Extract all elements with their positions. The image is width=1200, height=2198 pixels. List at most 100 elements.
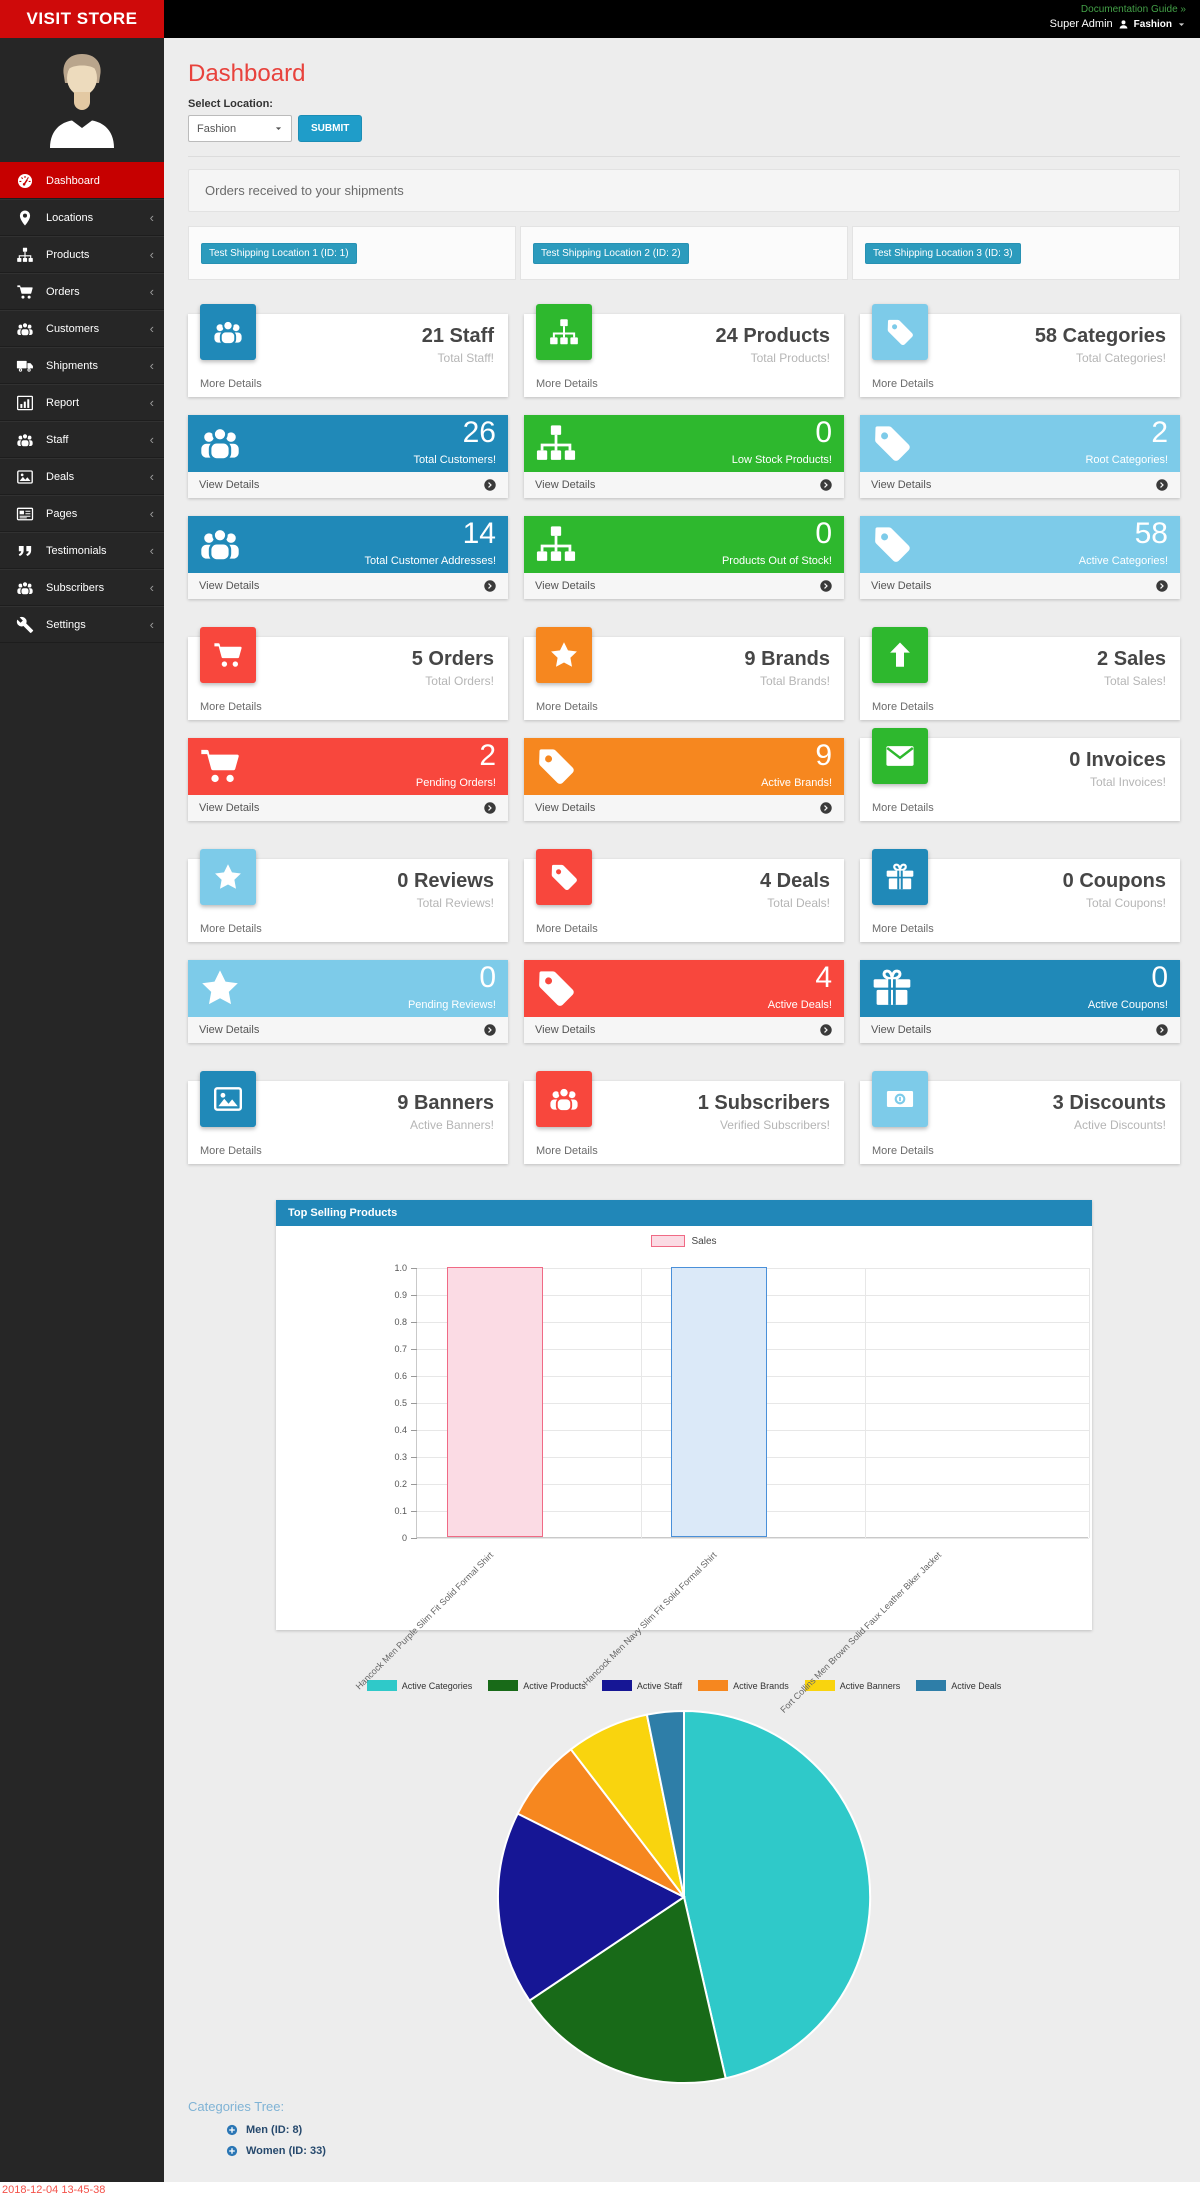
circle-arrow-icon[interactable] bbox=[483, 1023, 497, 1037]
more-details-link[interactable]: More Details bbox=[872, 802, 934, 814]
pie-chart bbox=[496, 1709, 872, 2085]
pie-slice-active-staff[interactable] bbox=[496, 1812, 686, 2002]
submit-button[interactable]: SUBMIT bbox=[298, 115, 363, 142]
tile-subtitle: Total Reviews! bbox=[416, 896, 494, 910]
more-details-link[interactable]: More Details bbox=[872, 923, 934, 935]
y-tick-label: 0.9 bbox=[394, 1290, 407, 1300]
sidebar-item-staff[interactable]: Staff ‹ bbox=[0, 421, 164, 458]
store-selector[interactable]: Fashion bbox=[1133, 18, 1172, 30]
sidebar-item-testimonials[interactable]: Testimonials ‹ bbox=[0, 532, 164, 569]
more-details-link[interactable]: More Details bbox=[872, 378, 934, 390]
circle-arrow-icon[interactable] bbox=[819, 478, 833, 492]
tile-low-stock-products: 0 Low Stock Products! View Details bbox=[524, 415, 844, 498]
select-location-label: Select Location: bbox=[188, 98, 273, 110]
bar-hancock-men-purple-slim-fit-solid-formal-shirt[interactable] bbox=[447, 1267, 543, 1537]
plus-circle-icon[interactable] bbox=[226, 2145, 238, 2157]
sidebar-item-deals[interactable]: Deals ‹ bbox=[0, 458, 164, 495]
sidebar-item-label: Pages bbox=[46, 507, 78, 520]
view-details-link[interactable]: View Details bbox=[199, 479, 260, 491]
pie-legend-item-active-banners[interactable]: Active Banners bbox=[804, 1680, 900, 1691]
view-details-link[interactable]: View Details bbox=[535, 802, 596, 814]
pie-slice-active-deals[interactable] bbox=[645, 1709, 685, 1898]
view-details-link[interactable]: View Details bbox=[535, 479, 596, 491]
documentation-link[interactable]: Documentation Guide » bbox=[1080, 4, 1186, 15]
sidebar-item-settings[interactable]: Settings ‹ bbox=[0, 606, 164, 643]
shipping-location-button-1[interactable]: Test Shipping Location 1 (ID: 1) bbox=[201, 242, 357, 264]
more-details-link[interactable]: More Details bbox=[536, 378, 598, 390]
tile-subtitle: Active Banners! bbox=[409, 1118, 494, 1132]
bar-hancock-men-navy-slim-fit-solid-formal-shirt[interactable] bbox=[671, 1267, 767, 1537]
dashboard-icon bbox=[16, 172, 34, 190]
more-details-link[interactable]: More Details bbox=[872, 1145, 934, 1157]
more-details-link[interactable]: More Details bbox=[536, 923, 598, 935]
shipping-location-button-2[interactable]: Test Shipping Location 2 (ID: 2) bbox=[533, 242, 689, 264]
legend-swatch bbox=[804, 1680, 835, 1691]
legend-label: Active Categories bbox=[401, 1680, 473, 1691]
more-details-link[interactable]: More Details bbox=[872, 701, 934, 713]
category-node-women-id-33[interactable]: Women (ID: 33) bbox=[226, 2145, 1180, 2157]
pie-legend-item-active-staff[interactable]: Active Staff bbox=[601, 1680, 682, 1691]
circle-arrow-icon[interactable] bbox=[483, 478, 497, 492]
pie-legend-item-active-products[interactable]: Active Products bbox=[488, 1680, 586, 1691]
circle-arrow-icon[interactable] bbox=[1155, 478, 1169, 492]
shipping-location-button-3[interactable]: Test Shipping Location 3 (ID: 3) bbox=[865, 242, 1021, 264]
more-details-link[interactable]: More Details bbox=[536, 701, 598, 713]
tile-value: 0 bbox=[479, 961, 496, 994]
sidebar-item-locations[interactable]: Locations ‹ bbox=[0, 199, 164, 236]
view-details-link[interactable]: View Details bbox=[871, 1024, 932, 1036]
tile-row: 21 Staff Total Staff! More Details 24 Produ… bbox=[188, 304, 1180, 397]
sidebar-item-products[interactable]: Products ‹ bbox=[0, 236, 164, 273]
pie-legend-item-active-brands[interactable]: Active Brands bbox=[698, 1680, 789, 1691]
sidebar-item-subscribers[interactable]: Subscribers ‹ bbox=[0, 569, 164, 606]
tile-footer: View Details bbox=[524, 795, 844, 821]
tile-subtitle: Total Invoices! bbox=[1089, 775, 1166, 789]
more-details-link[interactable]: More Details bbox=[200, 701, 262, 713]
truck-icon bbox=[16, 357, 34, 375]
bar-chart: Sales 1.0 0.9 0.8 0.7 0.6 0.5 0.4 0.3 0.2 0.1 0 Han… bbox=[276, 1226, 1092, 1715]
circle-arrow-icon[interactable] bbox=[483, 801, 497, 815]
gridline bbox=[865, 1268, 866, 1538]
chart-title: Top Selling Products bbox=[276, 1200, 1092, 1226]
circle-arrow-icon[interactable] bbox=[819, 579, 833, 593]
sidebar-item-customers[interactable]: Customers ‹ bbox=[0, 310, 164, 347]
pie-legend-item-active-categories[interactable]: Active Categories bbox=[366, 1680, 473, 1691]
pie-slice-active-categories[interactable] bbox=[683, 1709, 872, 2080]
view-details-link[interactable]: View Details bbox=[535, 580, 596, 592]
sidebar-item-report[interactable]: Report ‹ bbox=[0, 384, 164, 421]
circle-arrow-icon[interactable] bbox=[1155, 1023, 1169, 1037]
tile-subtitle: Total Deals! bbox=[767, 896, 830, 910]
more-details-link[interactable]: More Details bbox=[200, 923, 262, 935]
view-details-link[interactable]: View Details bbox=[871, 580, 932, 592]
category-node-men-id-8[interactable]: Men (ID: 8) bbox=[226, 2124, 1180, 2136]
circle-arrow-icon[interactable] bbox=[819, 1023, 833, 1037]
sidebar-item-shipments[interactable]: Shipments ‹ bbox=[0, 347, 164, 384]
more-details-link[interactable]: More Details bbox=[536, 1145, 598, 1157]
sidebar-item-pages[interactable]: Pages ‹ bbox=[0, 495, 164, 532]
user-menu[interactable]: Super Admin Fashion bbox=[1050, 18, 1186, 30]
plus-circle-icon[interactable] bbox=[226, 2124, 238, 2136]
pie-legend-item-active-deals[interactable]: Active Deals bbox=[916, 1680, 1001, 1691]
location-select[interactable]: Fashion bbox=[188, 115, 292, 142]
view-details-link[interactable]: View Details bbox=[199, 1024, 260, 1036]
circle-arrow-icon[interactable] bbox=[483, 579, 497, 593]
more-details-link[interactable]: More Details bbox=[200, 1145, 262, 1157]
tile-value: 0 bbox=[815, 517, 832, 550]
brand-logo[interactable]: VISIT STORE bbox=[0, 0, 164, 38]
view-details-link[interactable]: View Details bbox=[199, 802, 260, 814]
pie-slice-active-products[interactable] bbox=[528, 1895, 727, 2085]
tile-footer: View Details bbox=[188, 1017, 508, 1043]
view-details-link[interactable]: View Details bbox=[199, 580, 260, 592]
shipping-location-panel: Test Shipping Location 2 (ID: 2) bbox=[520, 226, 848, 280]
tag-icon bbox=[534, 966, 578, 1010]
view-details-link[interactable]: View Details bbox=[535, 1024, 596, 1036]
sidebar-item-orders[interactable]: Orders ‹ bbox=[0, 273, 164, 310]
orders-shipments-panel: Orders received to your shipments bbox=[188, 169, 1180, 212]
sidebar-item-dashboard[interactable]: Dashboard bbox=[0, 162, 164, 199]
circle-arrow-icon[interactable] bbox=[1155, 579, 1169, 593]
cart-icon bbox=[16, 283, 34, 301]
more-details-link[interactable]: More Details bbox=[200, 378, 262, 390]
view-details-link[interactable]: View Details bbox=[871, 479, 932, 491]
circle-arrow-icon[interactable] bbox=[819, 801, 833, 815]
tile-value: 2 bbox=[1151, 416, 1168, 449]
sidebar-item-label: Locations bbox=[46, 211, 94, 224]
